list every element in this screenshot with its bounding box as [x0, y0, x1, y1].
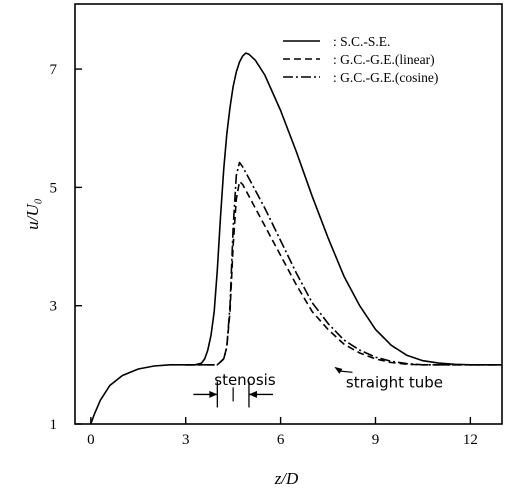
plot-border: [74, 3, 503, 425]
y-axis-label: u/U₀: [23, 198, 42, 230]
x-tick-label: 6: [277, 432, 285, 448]
legend-label: : G.C.-G.E.(linear): [333, 52, 435, 67]
legend-label: : S.C.-S.E.: [333, 34, 390, 49]
annotation-layer: stenosis straight tube: [193, 366, 443, 408]
x-axis-label: z/D: [274, 469, 299, 488]
x-tick-label: 12: [463, 432, 478, 448]
y-tick-label: 7: [50, 62, 58, 78]
straight-tube-arrow: [334, 366, 353, 374]
x-tick-label: 9: [372, 432, 380, 448]
legend-label: : G.C.-G.E.(cosine): [333, 70, 438, 85]
x-tick-label: 3: [182, 432, 190, 448]
annotation-stenosis: stenosis: [214, 371, 276, 389]
plot-frame: [74, 3, 503, 425]
stenosis-bracket: [193, 381, 273, 408]
x-tick-label: 0: [87, 432, 95, 448]
series-layer: [90, 52, 502, 424]
axis-ticks: 0 3 6 9 12 1 3 5 7: [50, 62, 478, 448]
annotation-straight-tube: straight tube: [346, 373, 443, 391]
y-tick-label: 1: [50, 417, 58, 433]
series-line-dashed: [185, 180, 502, 366]
y-tick-label: 3: [50, 299, 58, 315]
y-tick-label: 5: [50, 180, 58, 196]
legend: : S.C.-S.E. : G.C.-G.E.(linear) : G.C.-G.E…: [283, 34, 438, 85]
series-line-solid: [90, 52, 502, 424]
series-line-dashdot: [185, 161, 502, 366]
